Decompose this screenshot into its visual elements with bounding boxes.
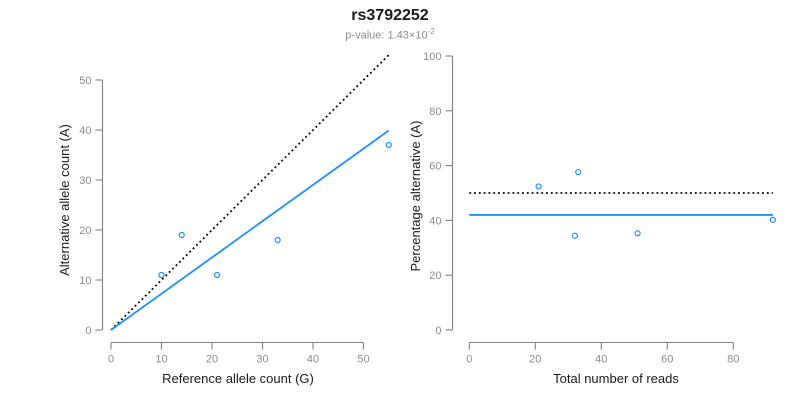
y-tick-label: 20: [429, 270, 441, 282]
x-tick-label: 50: [357, 354, 369, 366]
y-axis-label: Alternative allele count (A): [57, 124, 72, 276]
x-tick-label: 20: [206, 354, 218, 366]
y-tick-label: 80: [429, 106, 441, 118]
y-axis-label: Percentage alternative (A): [408, 120, 423, 271]
fit-line: [110, 129, 390, 331]
data-point: [178, 231, 185, 239]
x-axis-label: Total number of reads: [553, 371, 679, 386]
y-tick-label: 0: [435, 325, 441, 337]
x-tick-label: 40: [595, 354, 607, 366]
y-tick-label: 60: [429, 161, 441, 173]
x-tick-label: 10: [155, 354, 167, 366]
percentage-alternative-plot: 0 20 40 60 80 100 0 20 40 60 80 Total number of re…: [408, 51, 777, 386]
data-point: [571, 232, 579, 239]
x-tick-label: 60: [661, 354, 673, 366]
x-tick-label: 0: [466, 354, 472, 366]
data-point: [634, 230, 641, 237]
y-tick-label: 50: [79, 75, 91, 87]
data-point: [213, 271, 221, 279]
identity-line: [110, 54, 390, 331]
allele-count-plot: 0 10 20 30 40 50 0 10 20 30 40 50 Reference allele …: [57, 54, 392, 386]
x-tick-label: 20: [529, 354, 541, 366]
data-point: [274, 236, 281, 244]
data-point: [535, 183, 542, 190]
x-tick-label: 0: [108, 354, 114, 366]
y-tick-label: 40: [429, 215, 441, 227]
y-tick-label: 40: [79, 125, 91, 137]
y-tick-label: 0: [85, 325, 91, 337]
y-tick-label: 20: [79, 225, 91, 237]
x-tick-label: 40: [307, 354, 319, 366]
y-tick-label: 30: [79, 175, 91, 187]
x-axis-label: Reference allele count (G): [162, 371, 314, 386]
y-tick-label: 10: [79, 275, 91, 287]
x-tick-label: 30: [256, 354, 268, 366]
data-point: [158, 271, 165, 279]
x-tick-label: 80: [727, 354, 739, 366]
data-point: [575, 169, 582, 176]
data-point: [385, 141, 392, 149]
y-tick-label: 100: [423, 51, 441, 63]
data-point: [769, 216, 777, 223]
